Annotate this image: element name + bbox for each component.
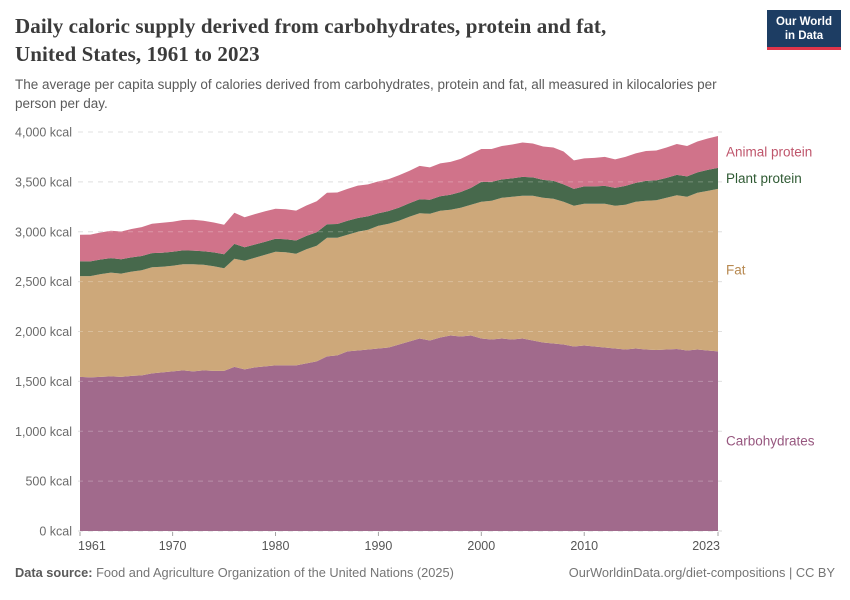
x-axis-label-1961: 1961 xyxy=(78,539,106,553)
y-axis-label-3000: 3,000 kcal xyxy=(15,225,72,239)
title-line-1: Daily caloric supply derived from carboh… xyxy=(15,14,607,38)
x-axis-label-2000: 2000 xyxy=(467,539,495,553)
area-fat[interactable] xyxy=(80,188,718,378)
y-axis-label-3500: 3,500 kcal xyxy=(15,175,72,189)
y-axis-label-1500: 1,500 kcal xyxy=(15,375,72,389)
area-plant-protein[interactable] xyxy=(80,167,718,277)
data-source-label: Data source: xyxy=(15,565,93,580)
area-carbohydrates[interactable] xyxy=(80,335,718,532)
legend-label-fat[interactable]: Fat xyxy=(726,263,746,278)
x-axis-label-1990: 1990 xyxy=(365,539,393,553)
y-axis-label-500: 500 kcal xyxy=(25,475,72,489)
logo-line-2: in Data xyxy=(784,30,824,42)
y-axis-label-2500: 2,500 kcal xyxy=(15,275,72,289)
y-axis-label-2000: 2,000 kcal xyxy=(15,325,72,339)
x-axis-label-2010: 2010 xyxy=(570,539,598,553)
legend-label-animal-protein[interactable]: Animal protein xyxy=(726,144,812,159)
page-title: Daily caloric supply derived from carboh… xyxy=(15,12,755,68)
data-source-text: Food and Agriculture Organization of the… xyxy=(92,565,454,580)
y-axis-label-0: 0 kcal xyxy=(39,525,72,539)
data-source-note: Data source: Food and Agriculture Organi… xyxy=(15,565,454,580)
y-axis-label-4000: 4,000 kcal xyxy=(15,126,72,140)
x-axis-label-1980: 1980 xyxy=(262,539,290,553)
x-axis-label-1970: 1970 xyxy=(159,539,187,553)
owid-url-license[interactable]: OurWorldinData.org/diet-compositions | C… xyxy=(568,565,835,580)
legend-label-plant-protein[interactable]: Plant protein xyxy=(726,171,802,186)
logo-line-1: Our World xyxy=(775,16,832,28)
legend-label-carbohydrates[interactable]: Carbohydrates xyxy=(726,434,815,449)
area-animal-protein[interactable] xyxy=(80,136,718,262)
y-axis-label-1000: 1,000 kcal xyxy=(15,425,72,439)
chart-subtitle: The average per capita supply of calorie… xyxy=(15,77,717,111)
owid-logo[interactable]: Our World in Data xyxy=(766,10,841,50)
title-line-2: United States, 1961 to 2023 xyxy=(15,42,260,66)
x-axis-label-2023: 2023 xyxy=(692,539,720,553)
